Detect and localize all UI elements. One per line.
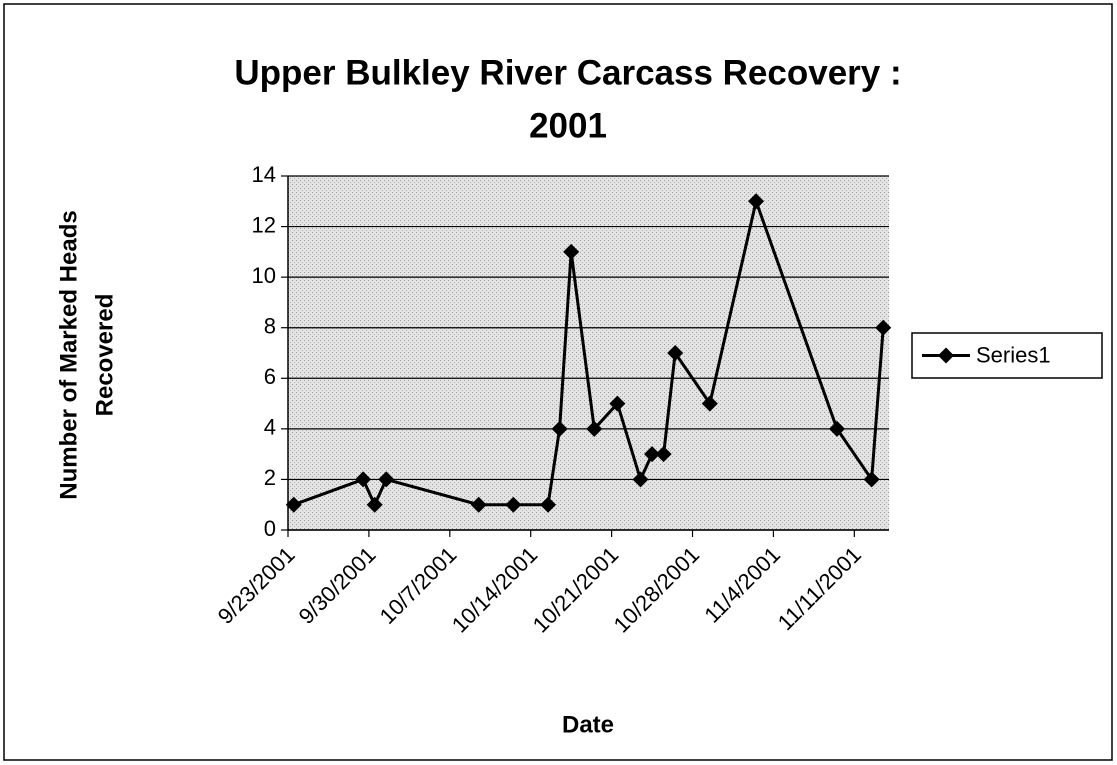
data-point [609, 395, 626, 412]
y-tick-label: 12 [252, 212, 276, 237]
data-point [667, 345, 684, 361]
chart-subtitle: 2001 [529, 106, 607, 145]
y-axis-title: Recovered [91, 294, 118, 417]
y-tick-label: 4 [264, 415, 276, 440]
data-point [701, 395, 718, 412]
y-tick-label: 0 [264, 516, 276, 541]
y-axis-title: Number of Marked Heads [55, 210, 82, 499]
data-point [551, 420, 568, 437]
x-axis-title: Date [562, 711, 614, 738]
data-point [828, 420, 845, 437]
y-tick-label: 8 [264, 314, 276, 339]
data-point [632, 471, 649, 488]
data-point [366, 496, 383, 513]
data-point [655, 446, 672, 463]
plot-area [288, 176, 889, 530]
data-point [505, 496, 522, 513]
y-tick-label: 6 [264, 364, 276, 389]
data-point [470, 496, 487, 513]
data-point [863, 471, 880, 488]
y-tick-label: 10 [252, 263, 276, 288]
chart-title: Upper Bulkley River Carcass Recovery : [234, 53, 901, 92]
data-point [355, 471, 372, 488]
y-tick-label: 2 [264, 465, 276, 490]
data-point [285, 496, 302, 513]
data-point [563, 243, 580, 260]
data-point [875, 319, 892, 336]
data-point [748, 193, 765, 210]
legend-label: Series1 [976, 342, 1051, 367]
data-point [586, 420, 603, 437]
data-point [644, 446, 661, 463]
data-point [540, 496, 557, 513]
y-tick-label: 14 [252, 162, 276, 187]
data-point [378, 471, 395, 488]
legend-marker [938, 347, 954, 364]
series-line [293, 195, 885, 509]
